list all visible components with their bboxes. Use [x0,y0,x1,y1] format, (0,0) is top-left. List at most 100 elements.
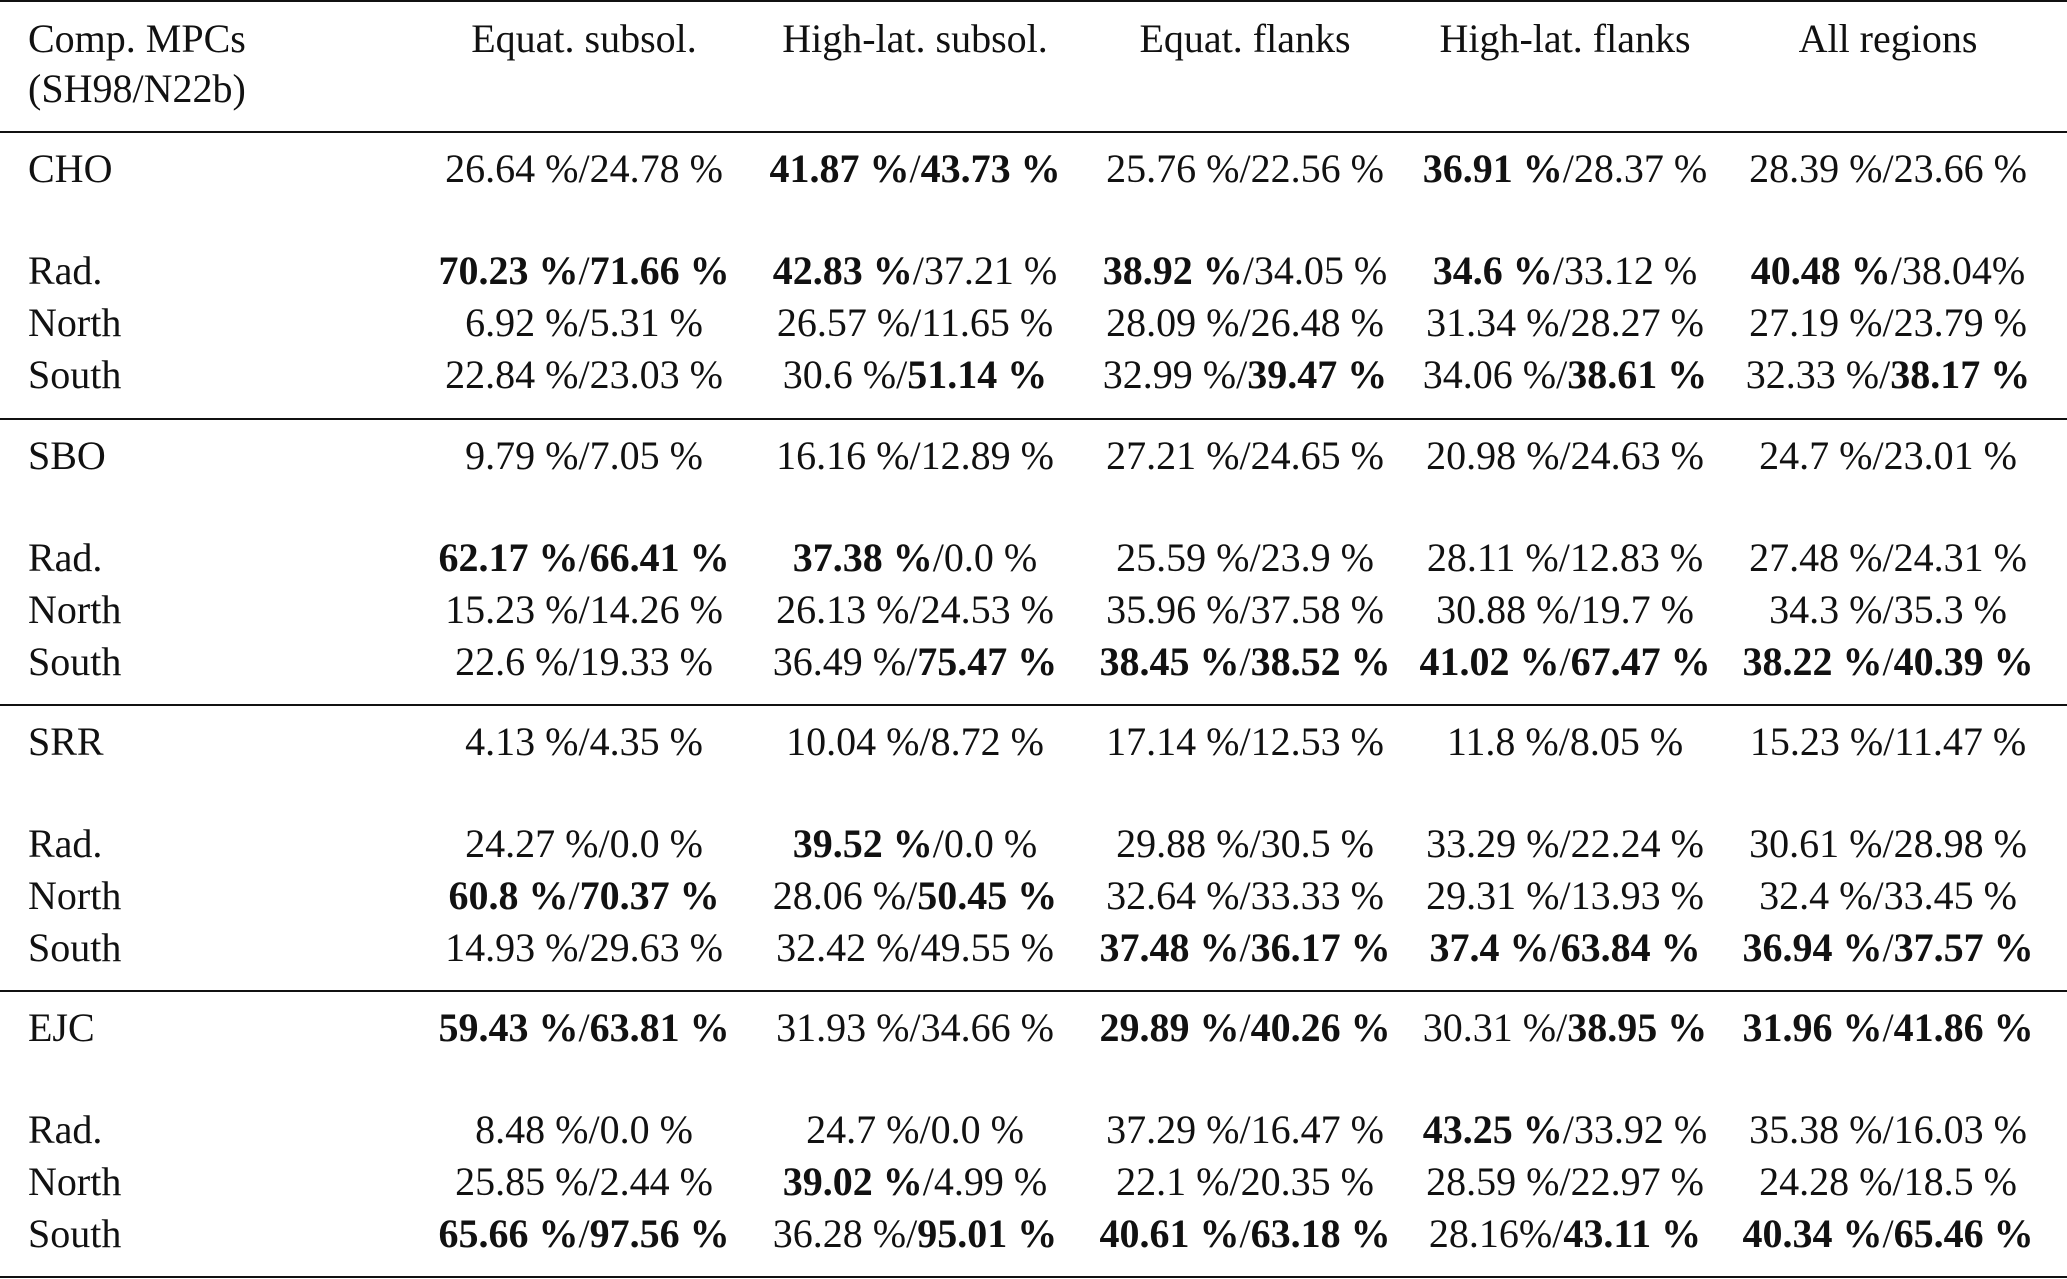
sh98-value: 40.34 % [1742,1211,1883,1256]
sh98-value: 38.22 % [1742,639,1883,684]
n22b-value: 22.24 % [1570,821,1704,866]
value-separator: / [1890,248,1902,293]
table-row: North 15.23 %/14.26 % 26.13 %/24.53 % 35.96… [0,584,2067,636]
n22b-value: 4.99 % [933,1159,1048,1204]
row-label: SBO [28,433,106,478]
value-cell: 15.23 %/14.26 % [445,584,723,636]
sh98-value: 31.34 % [1426,300,1560,345]
value-cell: 34.3 %/35.3 % [1769,584,2007,636]
value-separator: / [578,1211,590,1256]
value-separator: / [909,433,921,478]
n22b-value: 4.35 % [589,719,703,764]
value-separator: / [568,873,580,918]
group-rule [0,704,2067,706]
value-cell: 38.22 %/40.39 % [1742,636,2033,688]
value-cell: 26.64 %/24.78 % [445,143,723,195]
value-separator: / [1559,433,1571,478]
sh98-value: 32.64 % [1106,873,1240,918]
sh98-value: 28.59 % [1426,1159,1560,1204]
value-separator: / [1239,925,1251,970]
value-cell: 33.29 %/22.24 % [1426,818,1704,870]
group-rule [0,418,2067,420]
value-cell: 27.21 %/24.65 % [1106,430,1384,482]
row-label: EJC [28,1005,95,1050]
n22b-value: 40.26 % [1250,1005,1391,1050]
sh98-value: 25.85 % [455,1159,589,1204]
sh98-value: 10.04 % [786,719,920,764]
value-cell: 25.85 %/2.44 % [455,1156,713,1208]
sh98-value: 36.91 % [1422,146,1563,191]
sh98-value: 29.89 % [1099,1005,1240,1050]
n22b-value: 34.05 % [1253,248,1388,293]
sh98-value: 30.61 % [1749,821,1883,866]
value-cell: 28.59 %/22.97 % [1426,1156,1704,1208]
n22b-value: 12.83 % [1569,535,1704,580]
n22b-value: 43.11 % [1563,1211,1702,1256]
value-separator: / [1882,925,1894,970]
row-label: South [28,639,122,684]
sh98-value: 35.96 % [1106,587,1240,632]
value-separator: / [1562,146,1574,191]
n22b-value: 66.41 % [589,535,730,580]
n22b-value: 23.03 % [589,352,723,397]
sh98-value: 28.09 % [1106,300,1240,345]
value-cell: 30.6 %/51.14 % [783,349,1047,401]
value-separator: / [1872,433,1884,478]
value-cell: 38.45 %/38.52 % [1099,636,1390,688]
sh98-value: 31.93 % [776,1005,910,1050]
n22b-value: 0.0 % [943,821,1038,866]
sh98-value: 33.29 % [1426,821,1560,866]
sh98-value: 37.4 % [1429,925,1550,970]
value-separator: / [1892,1159,1904,1204]
n22b-value: 7.05 % [589,433,703,478]
value-separator: / [909,925,921,970]
sh98-value: 27.48 % [1749,535,1883,580]
value-cell: 29.31 %/13.93 % [1426,870,1704,922]
header-highlat-flanks: High-lat. flanks [1439,16,1691,61]
value-cell: 37.4 %/63.84 % [1429,922,1700,974]
sh98-value: 11.8 % [1446,719,1559,764]
n22b-value: 12.89 % [920,433,1054,478]
n22b-value: 18.5 % [1903,1159,2017,1204]
sh98-value: 42.83 % [772,248,913,293]
value-cell: 36.94 %/37.57 % [1742,922,2033,974]
value-separator: / [1229,1159,1241,1204]
value-separator: / [1882,300,1894,345]
value-separator: / [1882,1107,1894,1152]
value-separator: / [598,821,610,866]
n22b-value: 97.56 % [589,1211,730,1256]
value-cell: 15.23 %/11.47 % [1750,716,2026,768]
row-label: Rad. [28,1107,103,1152]
table-row: North 60.8 %/70.37 % 28.06 %/50.45 % 32.64 … [0,870,2067,922]
n22b-value: 26.48 % [1250,300,1384,345]
n22b-value: 23.79 % [1893,300,2027,345]
value-cell: 26.13 %/24.53 % [776,584,1054,636]
n22b-value: 24.31 % [1893,535,2027,580]
row-label: SRR [28,719,104,764]
sh98-value: 24.28 % [1759,1159,1893,1204]
value-cell: 17.14 %/12.53 % [1106,716,1384,768]
n22b-value: 37.57 % [1893,925,2034,970]
n22b-value: 38.52 % [1250,639,1391,684]
n22b-value: 24.65 % [1250,433,1384,478]
n22b-value: 8.72 % [930,719,1044,764]
sh98-value: 26.13 % [776,587,910,632]
n22b-value: 24.53 % [920,587,1054,632]
value-cell: 24.7 %/23.01 % [1759,430,2017,482]
sh98-value: 25.76 % [1106,146,1240,191]
sh98-value: 35.38 % [1749,1107,1883,1152]
value-cell: 8.48 %/0.0 % [475,1104,693,1156]
value-cell: 29.89 %/40.26 % [1099,1002,1390,1054]
n22b-value: 22.56 % [1250,146,1384,191]
sh98-value: 30.31 % [1422,1005,1557,1050]
sh98-value: 24.27 % [465,821,599,866]
sh98-value: 36.28 % [772,1211,907,1256]
sh98-value: 22.1 % [1116,1159,1230,1204]
value-cell: 37.38 %/0.0 % [793,532,1037,584]
value-separator: / [1882,146,1894,191]
value-separator: / [578,352,590,397]
n22b-value: 49.55 % [920,925,1054,970]
n22b-value: 23.01 % [1883,433,2017,478]
table-row: SRR 4.13 %/4.35 % 10.04 %/8.72 % 17.14 %/12… [0,716,2067,768]
value-cell: 25.59 %/23.9 % [1116,532,1374,584]
